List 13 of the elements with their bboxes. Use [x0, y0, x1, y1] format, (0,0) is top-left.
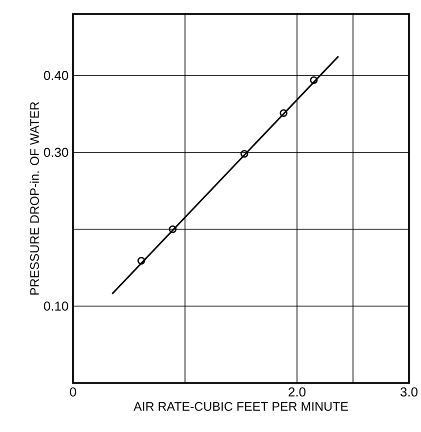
- x-tick-label: 0: [70, 387, 76, 397]
- y-axis-title: PRESSURE DROP-in. OF WATER: [30, 102, 39, 295]
- y-tick-label: 0.30: [44, 148, 68, 157]
- point: [137, 256, 146, 265]
- x-tick-label: 3.0: [400, 387, 418, 397]
- x-tick-label: 2.0: [288, 387, 306, 397]
- point: [240, 150, 248, 158]
- point: [310, 76, 318, 84]
- point: [280, 109, 288, 118]
- y-tick-label: 0.40: [44, 70, 68, 80]
- point: [168, 225, 177, 234]
- y-tick-label: 0.10: [44, 302, 68, 311]
- x-axis-title: AIR RATE-CUBIC FEET PER MINUTE: [134, 402, 348, 411]
